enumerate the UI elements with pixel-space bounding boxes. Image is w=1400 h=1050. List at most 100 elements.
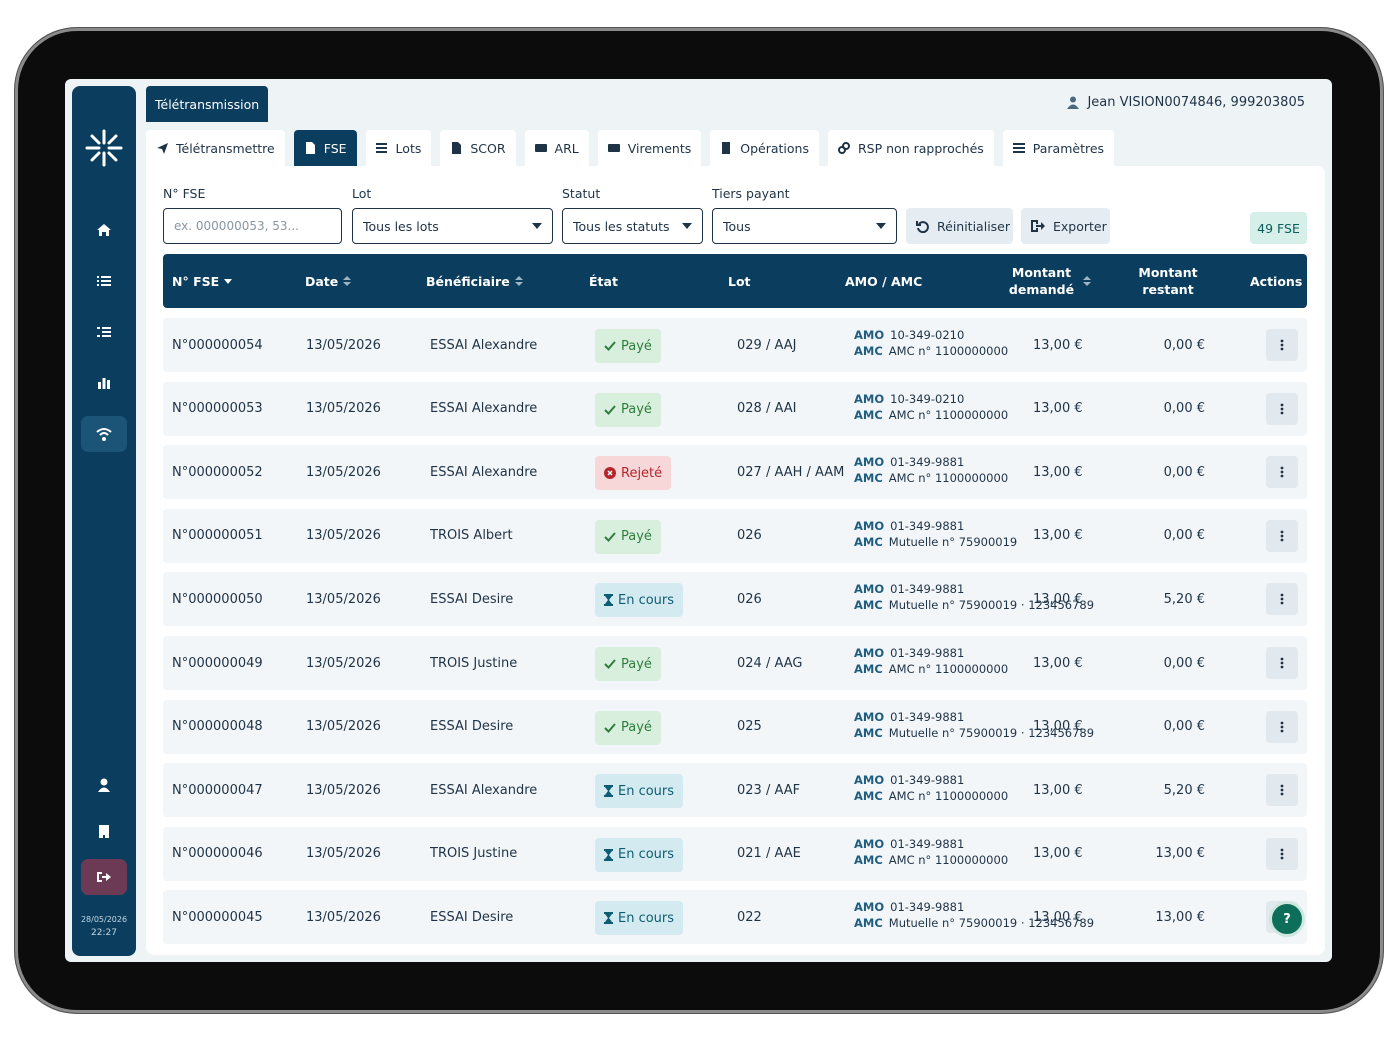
column-header[interactable]: Date [305,254,415,308]
tab-label: FSE [323,140,347,156]
user-info: Jean VISION0074846, 999203805 [1067,95,1305,110]
lot: 023 / AAF [737,782,801,798]
column-header[interactable]: N° FSE [172,254,292,308]
icon [604,659,616,669]
filter-input[interactable]: ex. 000000053, 53... [163,208,342,244]
filter-input[interactable]: Tous les statuts [562,208,703,244]
table-row[interactable]: N°000000053 13/05/2026 ESSAI Alexandre Payé… [163,381,1307,436]
icon [1012,142,1025,154]
icon [604,594,613,607]
amount-remaining: 5,20 € [1163,782,1205,798]
row-actions[interactable] [1266,583,1298,616]
column-label: Bénéficiaire [426,273,510,289]
table-row[interactable]: N°000000050 13/05/2026 ESSAI Desire En cour… [163,572,1307,627]
tab[interactable]: ARL [524,130,589,166]
table-row[interactable]: N°000000046 13/05/2026 TROIS Justine En cou… [163,826,1307,881]
table-row[interactable]: N°000000051 13/05/2026 TROIS Albert Payé 026… [163,508,1307,563]
tab[interactable]: Virements [597,130,702,166]
status-badge: En cours [595,837,684,872]
row-actions[interactable] [1266,647,1298,679]
filter-button[interactable]: Exporter [1021,208,1110,244]
nav-profile[interactable] [81,767,127,803]
column-label: Lot [728,273,751,289]
amo-label: AMO [854,582,885,597]
tab[interactable]: Lots [365,130,432,166]
icon [916,220,929,233]
beneficiary: TROIS Justine [430,655,518,671]
amc-value: AMC n° 1100000000 [888,471,1009,486]
table-row[interactable]: N°000000049 13/05/2026 TROIS Justine Payé 02… [163,636,1307,690]
amc-value: Mutuelle n° 75900019 · 123456789 [888,598,1095,613]
help-button[interactable]: ? [1269,901,1305,937]
amo: AMO 01-349-9881 [854,582,964,596]
row-actions[interactable] [1266,710,1298,743]
row-actions[interactable] [1266,837,1298,870]
column-header[interactable]: Montant demandé [993,254,1103,308]
amount-requested: 13,00 € [1033,909,1083,925]
amo-label: AMO [854,455,885,470]
logout-button[interactable] [81,859,127,895]
filter-label: Statut [562,186,601,201]
tab[interactable]: Paramètres [1002,130,1115,166]
amo-value: 10-349-0210 [890,328,965,342]
icon [1280,721,1284,733]
lot: 028 / AAI [737,401,797,417]
column-header[interactable]: Bénéficiaire [426,254,576,308]
nav-tasks[interactable] [81,314,127,350]
tab-bar: Télétransmettre FSE Lots SCOR ARL Virements Op… [146,130,1115,166]
filter-input[interactable]: Tous les lots [352,208,553,244]
result-count: 49 FSE [1250,212,1307,244]
nav-office[interactable] [81,813,127,849]
row-actions[interactable] [1266,392,1298,425]
nav-home[interactable] [81,212,127,248]
amount-requested: 13,00 € [1033,655,1083,671]
row-actions[interactable] [1266,519,1298,552]
nav-list[interactable] [81,263,127,299]
status-badge: Payé [595,392,661,427]
column-label: AMO / AMC [845,273,923,289]
icon [304,142,316,154]
section-title: Télétransmission [146,86,269,122]
fse-number: N°000000053 [172,401,263,417]
lot: 024 / AAG [737,655,803,671]
icon [534,142,547,154]
table-row[interactable]: N°000000048 13/05/2026 ESSAI Desire Payé 025… [163,699,1307,754]
amo-label: AMO [854,836,885,851]
amo: AMO 01-349-9881 [854,710,964,724]
nav-stats[interactable] [81,365,127,401]
row-actions[interactable] [1266,774,1298,807]
fse-number: N°000000048 [172,719,263,735]
status-badge: Rejeté [595,456,672,491]
screen: 28/05/2026 22:27 Télétransmission Jean V… [65,79,1332,962]
beneficiary: ESSAI Desire [430,719,514,735]
amc-value: AMC n° 1100000000 [888,407,1009,422]
filter-input[interactable]: Tous [712,208,897,244]
tab[interactable]: Opérations [710,130,819,166]
table-row[interactable]: N°000000052 13/05/2026 ESSAI Alexandre Reje… [163,445,1307,500]
nav-transmission[interactable] [81,416,127,452]
tab-label: SCOR [470,140,506,156]
amc: AMC AMC n° 1100000000 [854,408,1008,422]
amc: AMC AMC n° 1100000000 [854,853,1008,867]
table-row[interactable]: N°000000047 13/05/2026 ESSAI Alexandre En c… [163,763,1307,818]
tab[interactable]: FSE [293,130,357,166]
amo-label: AMO [854,900,885,915]
amo-value: 01-349-9881 [890,836,965,851]
table-row[interactable]: N°000000054 13/05/2026 ESSAI Alexandre Payé… [163,318,1307,372]
date: 13/05/2026 [306,464,381,480]
amo: AMO 01-349-9881 [854,773,964,787]
table-row[interactable]: N°000000045 13/05/2026 ESSAI Desire En cour… [163,890,1307,945]
tab[interactable]: Télétransmettre [146,130,285,166]
icon [876,223,886,229]
sidebar-date: 28/05/2026 [80,915,128,924]
amc: AMC AMC n° 1100000000 [854,789,1008,803]
amo: AMO 01-349-9881 [854,646,964,660]
icon [604,404,616,415]
row-actions[interactable] [1266,329,1298,361]
content-panel: N° FSE ex. 000000053, 53... Lot Tous les lo… [146,166,1325,955]
tab[interactable]: RSP non rapprochés [828,130,994,166]
filter-button[interactable]: Réinitialiser [906,208,1013,244]
amount-remaining: 13,00 € [1155,846,1205,862]
tab[interactable]: SCOR [440,130,516,166]
row-actions[interactable] [1266,456,1298,489]
